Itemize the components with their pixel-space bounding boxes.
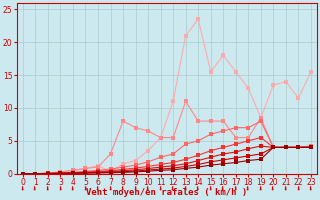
Text: ⬋: ⬋ xyxy=(232,185,239,192)
Text: ⬋: ⬋ xyxy=(145,185,151,192)
Text: ⬋: ⬋ xyxy=(95,185,101,192)
Text: ⬋: ⬋ xyxy=(245,185,252,192)
Text: ⬋: ⬋ xyxy=(32,185,39,192)
Text: ⬋: ⬋ xyxy=(20,185,26,192)
Text: ⬋: ⬋ xyxy=(44,185,51,192)
Text: ⬋: ⬋ xyxy=(283,185,289,192)
Text: ⬋: ⬋ xyxy=(170,185,177,192)
Text: ⬋: ⬋ xyxy=(182,185,189,192)
Text: ⬋: ⬋ xyxy=(258,185,264,192)
X-axis label: Vent moyen/en rafales ( km/h ): Vent moyen/en rafales ( km/h ) xyxy=(86,188,248,197)
Text: ⬋: ⬋ xyxy=(120,185,126,192)
Text: ⬋: ⬋ xyxy=(207,185,214,192)
Text: ⬋: ⬋ xyxy=(57,185,64,192)
Text: ⬋: ⬋ xyxy=(69,185,76,192)
Text: ⬋: ⬋ xyxy=(195,185,202,192)
Text: ⬋: ⬋ xyxy=(82,185,89,192)
Text: ⬋: ⬋ xyxy=(308,185,314,192)
Text: ⬋: ⬋ xyxy=(107,185,114,192)
Text: ⬋: ⬋ xyxy=(220,185,227,192)
Text: ⬋: ⬋ xyxy=(157,185,164,192)
Text: ⬋: ⬋ xyxy=(132,185,139,192)
Text: ⬋: ⬋ xyxy=(295,185,302,192)
Text: ⬋: ⬋ xyxy=(270,185,277,192)
